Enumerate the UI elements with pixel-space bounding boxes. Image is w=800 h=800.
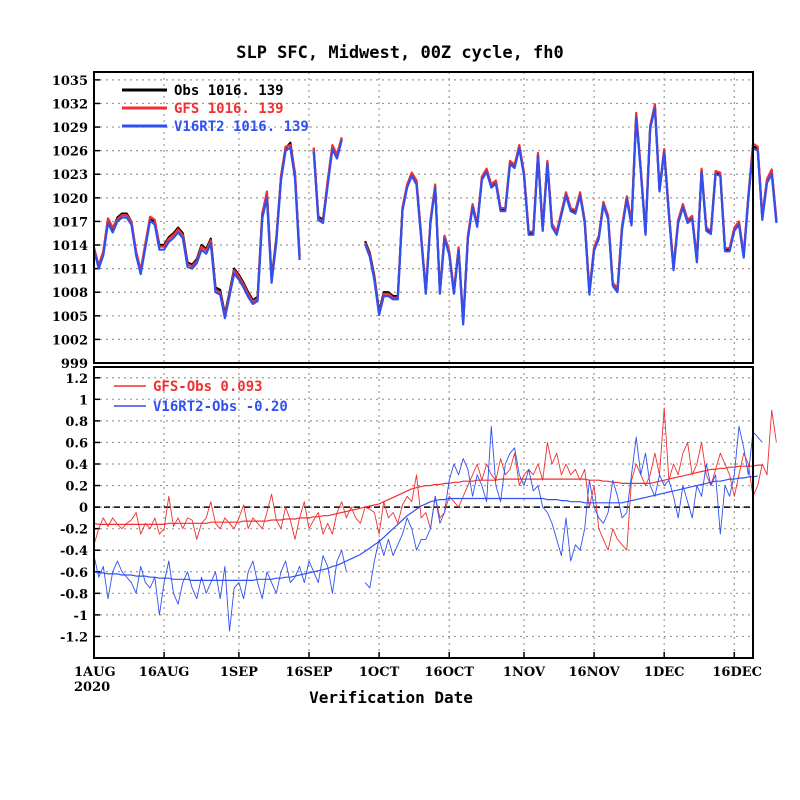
top-ytick-label: 1032 [52, 97, 88, 112]
top-legend-label: GFS 1016. 139 [174, 101, 284, 117]
top-ytick-label: 999 [61, 357, 88, 372]
x-tick-label: 16DEC [712, 665, 762, 680]
bottom-series-gfs-obs-mean [93, 464, 763, 525]
top-ytick-label: 1029 [52, 121, 88, 136]
x-tick-label: 1SEP [220, 665, 258, 680]
x-tick-label: 1OCT [359, 665, 400, 680]
top-ytick-label: 1020 [52, 192, 88, 207]
bottom-ytick-label: 0.2 [65, 480, 88, 495]
bottom-legend-label: V16RT2-Obs -0.20 [153, 399, 288, 415]
top-legend-label: V16RT2 1016. 139 [174, 119, 309, 135]
x-tick-label: 16AUG [139, 665, 190, 680]
bottom-series-v16rt2-obs [93, 425, 763, 632]
bottom-ytick-label: 0.4 [65, 458, 88, 473]
x-tick-label: 1DEC [644, 665, 685, 680]
top-ytick-label: 1014 [52, 239, 88, 254]
top-ytick-label: 1035 [52, 74, 88, 89]
top-ytick-label: 1008 [52, 286, 88, 301]
top-series-v16rt2 [92, 107, 778, 326]
top-ytick-label: 1026 [52, 145, 88, 160]
top-ytick-label: 1005 [52, 310, 88, 325]
bottom-ytick-label: -0.4 [60, 544, 88, 559]
x-tick-label: 1NOV [503, 665, 546, 680]
top-panel: 999 1002 1005 1008 1011 1014 1017 1020 1023 1026 1… [52, 71, 778, 372]
top-legend-label: Obs 1016. 139 [174, 83, 284, 99]
top-series-gfs [92, 103, 778, 324]
bottom-ytick-label: -0.8 [60, 587, 88, 602]
bottom-ytick-label: -1.2 [60, 630, 88, 645]
bottom-series-v16rt2-obs-mean [93, 475, 758, 581]
top-ytick-label: 1023 [52, 168, 88, 183]
bottom-ytick-label: 0 [79, 501, 88, 516]
bottom-ytick-label: 0.8 [65, 415, 88, 430]
top-frame [93, 71, 754, 364]
x-tick-label: 1AUG [74, 665, 116, 680]
top-ytick-label: 1002 [52, 333, 88, 348]
top-ytick-label: 1011 [52, 263, 88, 278]
x-year-label: 2020 [74, 680, 110, 695]
bottom-panel: -1.2 -1 -0.8 -0.6 -0.4 -0.2 0 0.2 0.4 0.6 0.8 1 1.2 G… [60, 366, 777, 659]
bottom-ytick-label: 1.2 [65, 372, 88, 387]
x-tick-label: 16NOV [569, 665, 621, 680]
top-series-obs [92, 105, 778, 323]
bottom-ytick-label: -1 [74, 609, 88, 624]
x-tick-label: 16OCT [424, 665, 474, 680]
top-ytick-label: 1017 [52, 215, 88, 230]
x-axis: 1AUG 16AUG 1SEP 16SEP 1OCT 16OCT 1NOV 16NOV 1DEC… [74, 652, 762, 695]
bottom-frame [93, 366, 754, 659]
bottom-ytick-label: -0.6 [60, 566, 88, 581]
x-axis-label: Verification Date [309, 688, 473, 707]
x-tick-label: 16SEP [285, 665, 332, 680]
bottom-ytick-label: -0.2 [60, 523, 88, 538]
bottom-ytick-label: 1 [79, 393, 88, 408]
bottom-legend-label: GFS-Obs 0.093 [153, 379, 263, 395]
chart-title: SLP SFC, Midwest, 00Z cycle, fh0 [236, 43, 564, 63]
bottom-ytick-label: 0.6 [65, 436, 88, 451]
